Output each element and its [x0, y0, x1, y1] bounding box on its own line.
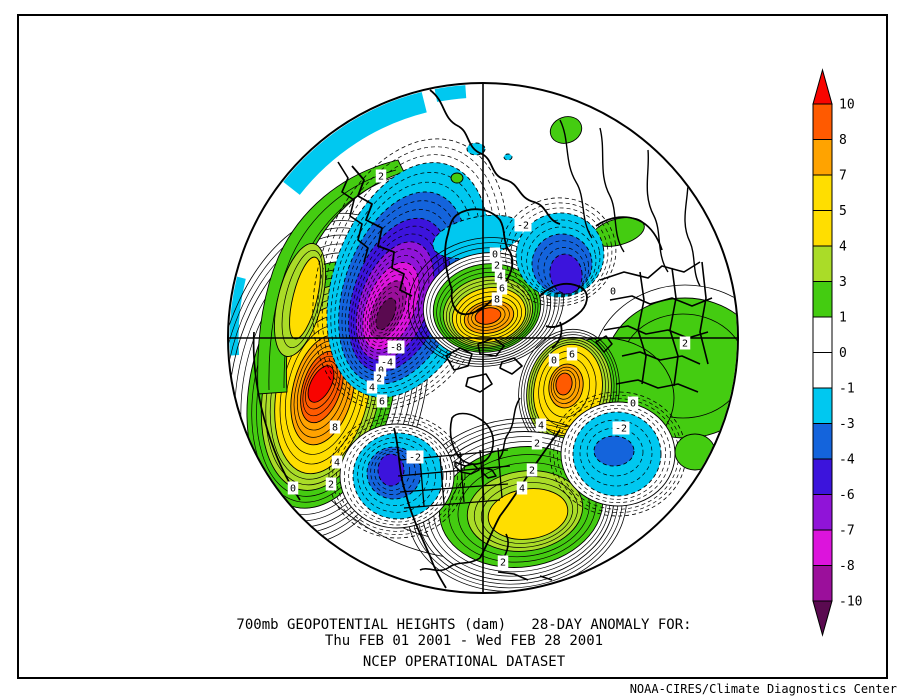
colorbar-tick-label: 10 — [839, 98, 855, 113]
green-rim-se — [674, 433, 716, 471]
contour-label: 4 — [369, 383, 375, 394]
colorbar-tick-label: 0 — [839, 346, 847, 361]
contour-label: 2 — [378, 172, 384, 183]
contour-label: 6 — [499, 284, 505, 295]
green-dot-1 — [450, 172, 464, 184]
colorbar-segment — [812, 529, 833, 566]
colorbar-tick-label: -7 — [839, 524, 855, 539]
chart-title: 700mb GEOPOTENTIAL HEIGHTS (dam) 28-DAY … — [236, 617, 692, 633]
contour-label: -2 — [615, 424, 627, 435]
colorbar-segment — [812, 316, 833, 353]
contour-label: 2 — [376, 374, 382, 385]
contour-label: 2 — [682, 339, 688, 350]
colorbar-tick-label: 8 — [839, 133, 847, 148]
rim-sliver-left — [229, 276, 246, 356]
scandinavia-low — [499, 197, 617, 307]
colorbar-tick-label: -6 — [839, 488, 855, 503]
contour-label: 6 — [379, 397, 385, 408]
contour-label: 0 — [630, 399, 636, 410]
contour-label: 8 — [494, 295, 500, 306]
contour-label: 2 — [328, 480, 334, 491]
colorbar-segment — [812, 210, 833, 247]
colorbar-under-arrow — [812, 600, 833, 637]
contour-label: 2 — [494, 261, 500, 272]
rim-patch-top — [434, 85, 467, 102]
contour-label: -4 — [381, 358, 393, 369]
rim-band-nw — [283, 92, 427, 195]
contour-label: 0 — [610, 287, 616, 298]
coastlines — [252, 89, 713, 589]
contour-label: 2 — [529, 466, 535, 477]
colorbar-tick-label: 7 — [839, 169, 847, 184]
chart-date-range: Thu FEB 01 2001 - Wed FEB 28 2001 — [324, 633, 604, 649]
central-high — [407, 237, 565, 367]
contour-label: 0 — [492, 250, 498, 261]
chart-dataset-label: NCEP OPERATIONAL DATASET — [362, 654, 566, 670]
contour-label: 0 — [551, 356, 557, 367]
map-axes — [227, 82, 739, 594]
nw-band-line-1 — [268, 169, 397, 391]
nw-band-yellow — [274, 243, 326, 357]
cyan-dot-2 — [503, 153, 513, 161]
contour-label: 6 — [569, 350, 575, 361]
contour-label: -2 — [517, 221, 529, 232]
contour-label: 8 — [332, 423, 338, 434]
colorbar-tick-label: -10 — [839, 595, 862, 610]
contour-label: 4 — [334, 458, 340, 469]
contour-label: 0 — [290, 484, 296, 495]
colorbar-tick-label: -3 — [839, 417, 855, 432]
colorbar-tick-label: -4 — [839, 453, 855, 468]
colorbar-over-arrow — [812, 68, 833, 105]
contour-label: 4 — [538, 421, 544, 432]
plot-frame — [17, 14, 888, 679]
colorbar-segment — [812, 139, 833, 176]
hemisphere-outline — [227, 82, 739, 594]
colorbar-tick-label: -1 — [839, 382, 855, 397]
contour-label: 4 — [519, 484, 525, 495]
contour-label: 2 — [500, 558, 506, 569]
attribution-text: NOAA-CIRES/Climate Diagnostics Center — [629, 682, 897, 696]
colorbar-segment — [812, 103, 833, 140]
colorbar-segment — [812, 245, 833, 282]
contour-label: 2 — [534, 439, 540, 450]
colorbar-segment — [812, 423, 833, 460]
colorbar-segment — [812, 387, 833, 424]
contour-label: -8 — [390, 343, 402, 354]
colorbar-segment — [812, 458, 833, 495]
contour-label: 0 — [378, 366, 384, 377]
green-patch-kara — [549, 116, 583, 144]
contour-label: 4 — [497, 272, 503, 283]
colorbar-segment — [812, 174, 833, 211]
colorbar-segment — [812, 494, 833, 531]
colorbar-tick-label: 4 — [839, 240, 847, 255]
colorbar-tick-label: 5 — [839, 204, 847, 219]
colorbar-segment — [812, 281, 833, 318]
colorbar-tick-label: -8 — [839, 559, 855, 574]
colorbar-tick-label: 3 — [839, 275, 847, 290]
colorbar-tick-label: 1 — [839, 311, 847, 326]
colorbar-segment — [812, 352, 833, 389]
contour-label: -2 — [409, 453, 421, 464]
colorbar-segment — [812, 565, 833, 602]
